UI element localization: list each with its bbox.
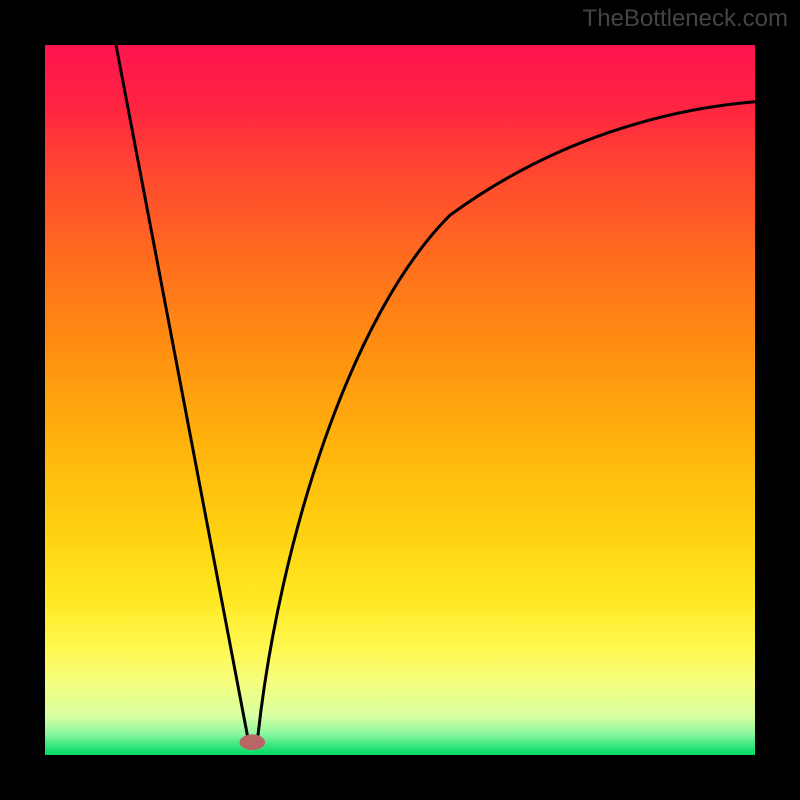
plot-background <box>45 45 755 755</box>
chart-svg: TheBottleneck.com <box>0 0 800 800</box>
minimum-marker <box>240 734 266 750</box>
watermark-text: TheBottleneck.com <box>583 5 788 32</box>
bottleneck-chart: TheBottleneck.com <box>0 0 800 800</box>
